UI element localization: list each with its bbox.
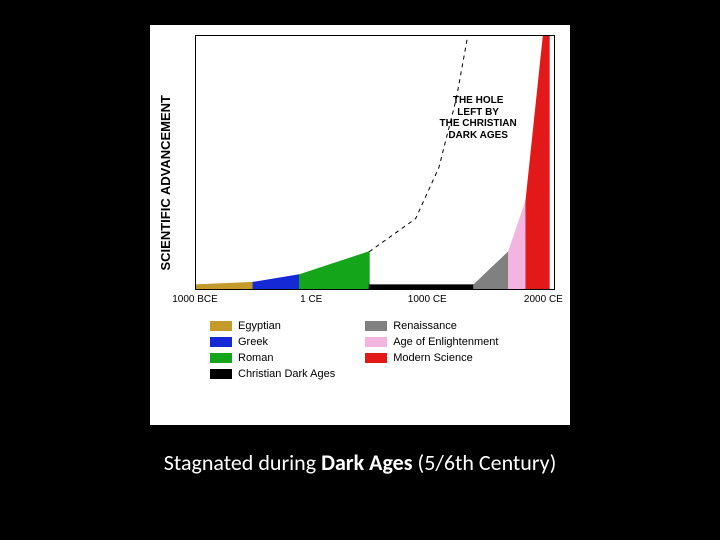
legend-item: Christian Dark Ages bbox=[210, 368, 335, 380]
hole-annotation: THE HOLELEFT BYTHE CHRISTIANDARK AGES bbox=[440, 95, 517, 141]
x-tick-label: 1000 BCE bbox=[172, 294, 218, 305]
legend-item: Roman bbox=[210, 352, 335, 364]
legend-column-2: Renaissance Age of Enlightenment Modern Sc… bbox=[365, 320, 498, 380]
legend-item: Modern Science bbox=[365, 352, 498, 364]
legend-label: Renaissance bbox=[393, 320, 457, 332]
legend-label: Age of Enlightenment bbox=[393, 336, 498, 348]
x-tick-label: 1 CE bbox=[300, 294, 322, 305]
legend-swatch bbox=[210, 321, 232, 331]
chart-figure: SCIENTIFIC ADVANCEMENT 1000 BCE 1 CE 1000 … bbox=[150, 25, 570, 425]
plot-area bbox=[195, 35, 555, 290]
caption-text: Stagnated during Dark Ages (5/6th Centur… bbox=[0, 445, 720, 481]
x-tick-label: 1000 CE bbox=[408, 294, 447, 305]
legend-item: Renaissance bbox=[365, 320, 498, 332]
chart-svg bbox=[195, 35, 555, 290]
legend-label: Egyptian bbox=[238, 320, 281, 332]
legend-swatch bbox=[365, 337, 387, 347]
legend-item: Age of Enlightenment bbox=[365, 336, 498, 348]
legend-swatch bbox=[210, 337, 232, 347]
legend-swatch bbox=[365, 353, 387, 363]
legend: Egyptian Greek Roman Christian Dark Ages Re… bbox=[210, 320, 560, 380]
legend-label: Christian Dark Ages bbox=[238, 368, 335, 380]
legend-label: Modern Science bbox=[393, 352, 473, 364]
legend-column-1: Egyptian Greek Roman Christian Dark Ages bbox=[210, 320, 335, 380]
legend-item: Greek bbox=[210, 336, 335, 348]
legend-swatch bbox=[365, 321, 387, 331]
legend-item: Egyptian bbox=[210, 320, 335, 332]
y-axis-label: SCIENTIFIC ADVANCEMENT bbox=[158, 95, 173, 271]
legend-swatch bbox=[210, 353, 232, 363]
legend-label: Roman bbox=[238, 352, 273, 364]
legend-label: Greek bbox=[238, 336, 268, 348]
x-tick-label: 2000 CE bbox=[524, 294, 563, 305]
legend-swatch bbox=[210, 369, 232, 379]
